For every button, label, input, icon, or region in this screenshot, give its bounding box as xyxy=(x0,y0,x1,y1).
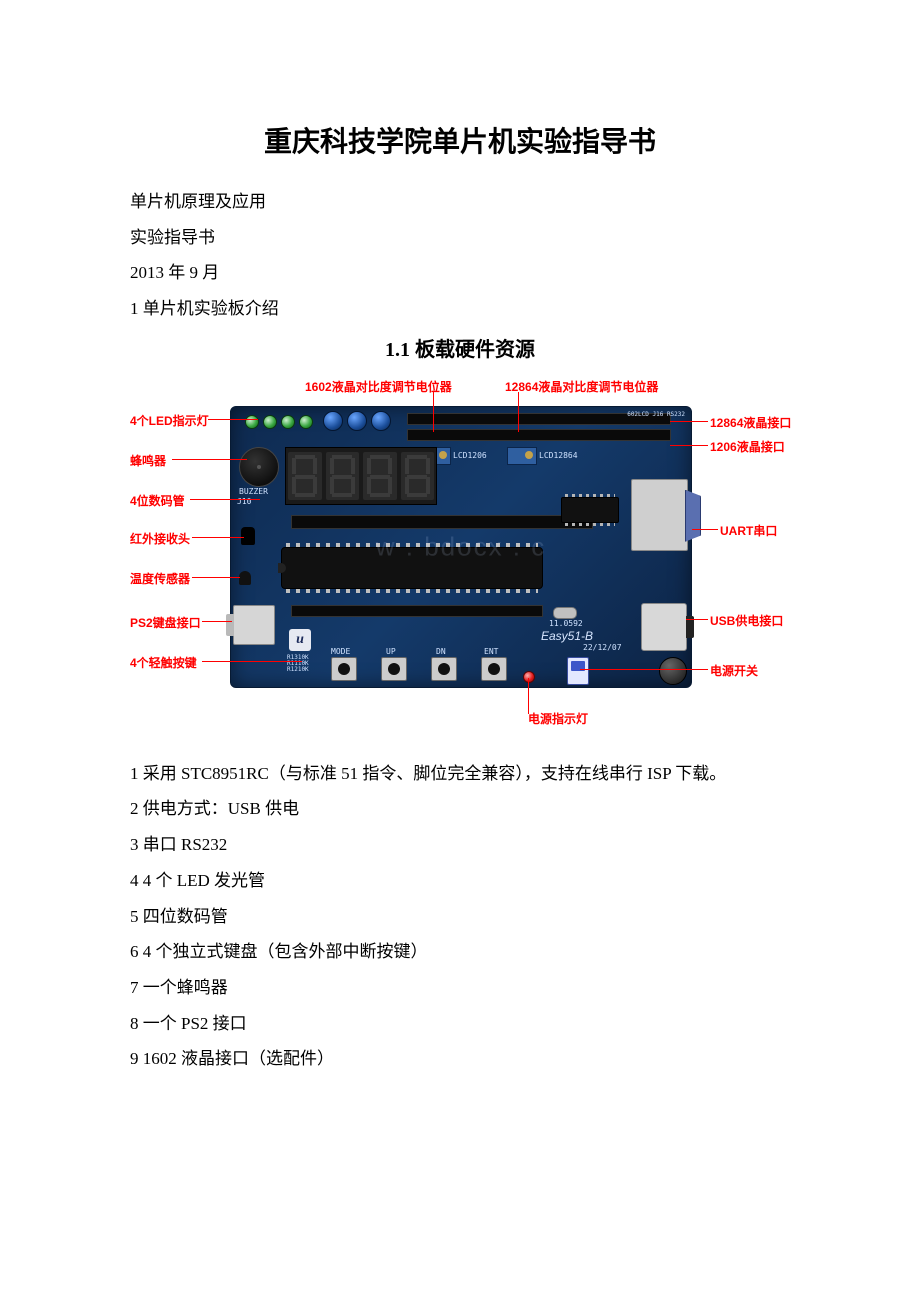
callout-pot1602: 1602液晶对比度调节电位器 xyxy=(305,378,452,395)
db9-serial xyxy=(631,479,688,551)
seven-seg-4 xyxy=(285,447,437,505)
btn-up xyxy=(381,657,407,681)
callout-pwrsw: 电源开关 xyxy=(710,662,758,679)
cap-1 xyxy=(323,411,343,431)
feature-7: 7 一个蜂鸣器 xyxy=(130,970,790,1006)
cap-3 xyxy=(371,411,391,431)
led-d4 xyxy=(299,415,313,429)
header-bottom xyxy=(291,605,543,617)
doc-title: 重庆科技学院单片机实验指导书 xyxy=(130,120,790,160)
power-led xyxy=(523,671,535,683)
callout-ir: 红外接收头 xyxy=(130,530,190,547)
logo-chip: u xyxy=(289,629,311,651)
callout-keys4: 4个轻触按键 xyxy=(130,654,197,671)
feature-8: 8 一个 PS2 接口 xyxy=(130,1006,790,1042)
callout-uart: UART串口 xyxy=(720,522,777,539)
intro-line-4: 1 单片机实验板介绍 xyxy=(130,291,790,327)
callout-pwrled: 电源指示灯 xyxy=(528,710,588,727)
silk-buzzer: BUZZER xyxy=(239,487,268,496)
callout-led4: 4个LED指示灯 xyxy=(130,412,209,429)
usb-b-port xyxy=(641,603,687,651)
btn-dn xyxy=(431,657,457,681)
power-switch xyxy=(567,657,589,685)
subheading: 1.1 板载硬件资源 xyxy=(130,333,790,362)
silk-mode: MODE xyxy=(331,647,350,656)
chip-max232 xyxy=(561,497,619,523)
pcb-board: 602LCD J16 RS232 LCD1206 LCD12864 BUZZER… xyxy=(230,406,692,688)
callout-seg4: 4位数码管 xyxy=(130,492,185,509)
callout-lcd1206: 1206液晶接口 xyxy=(710,438,785,455)
feature-9: 9 1602 液晶接口（选配件） xyxy=(130,1041,790,1077)
callout-pot12864: 12864液晶对比度调节电位器 xyxy=(505,378,658,395)
btn-mode xyxy=(331,657,357,681)
board-diagram: 1602液晶对比度调节电位器 12864液晶对比度调节电位器 4个LED指示灯 … xyxy=(130,372,790,742)
silk-date: 22/12/07 xyxy=(583,643,622,652)
led-d3 xyxy=(281,415,295,429)
silk-dn: DN xyxy=(436,647,446,656)
watermark: w . bdocx . c xyxy=(376,531,547,562)
intro-line-2: 实验指导书 xyxy=(130,220,790,256)
feature-6: 6 4 个独立式键盘（包含外部中断按键） xyxy=(130,934,790,970)
intro-line-3: 2013 年 9 月 xyxy=(130,255,790,291)
feature-3: 3 串口 RS232 xyxy=(130,827,790,863)
callout-lcd12864: 12864液晶接口 xyxy=(710,414,791,431)
ir-receiver xyxy=(241,527,255,545)
silk-ent: ENT xyxy=(484,647,498,656)
silk-lcd1206: LCD1206 xyxy=(453,451,487,460)
cap-2 xyxy=(347,411,367,431)
silk-rs232: 602LCD J16 RS232 xyxy=(627,411,685,418)
btn-ent xyxy=(481,657,507,681)
silk-rarray: R1310K R1110K R1210K xyxy=(287,655,309,673)
callout-temp: 温度传感器 xyxy=(130,570,190,587)
buzzer xyxy=(239,447,279,487)
trimpot-12864 xyxy=(507,447,537,465)
feature-5: 5 四位数码管 xyxy=(130,899,790,935)
header-1602 xyxy=(407,429,671,441)
bulk-cap xyxy=(659,657,687,685)
callout-ps2: PS2键盘接口 xyxy=(130,614,201,631)
crystal xyxy=(553,607,577,619)
led-d2 xyxy=(263,415,277,429)
intro-line-1: 单片机原理及应用 xyxy=(130,184,790,220)
board-name: Easy51-B xyxy=(541,629,593,643)
header-gpio xyxy=(291,515,593,529)
silk-crystal: 11.0592 xyxy=(549,619,583,628)
feature-1: 1 采用 STC8951RC（与标准 51 指令、脚位完全兼容），支持在线串行 … xyxy=(130,756,790,792)
callout-usb: USB供电接口 xyxy=(710,612,783,629)
led-d1 xyxy=(245,415,259,429)
silk-lcd12864: LCD12864 xyxy=(539,451,578,460)
temp-sensor xyxy=(239,571,251,585)
silk-up: UP xyxy=(386,647,396,656)
feature-2: 2 供电方式：USB 供电 xyxy=(130,791,790,827)
feature-4: 4 4 个 LED 发光管 xyxy=(130,863,790,899)
ps2-port xyxy=(233,605,275,645)
callout-buzzer: 蜂鸣器 xyxy=(130,452,166,469)
